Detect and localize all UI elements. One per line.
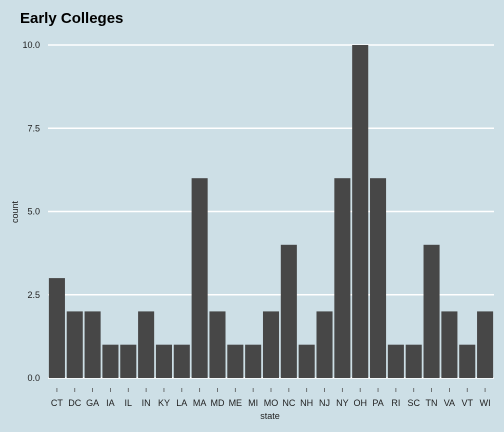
y-axis-label: count <box>10 200 20 223</box>
bar-sc <box>405 344 422 378</box>
x-tick-label: NY <box>336 398 349 408</box>
bars <box>48 45 494 378</box>
bar-mo <box>262 311 280 378</box>
x-tick-label: IA <box>106 398 115 408</box>
x-tick-label: DC <box>68 398 81 408</box>
x-tick-label: CT <box>51 398 63 408</box>
x-tick-label: LA <box>176 398 187 408</box>
bar-va <box>441 311 458 378</box>
bar-dc <box>66 311 83 378</box>
bar-il <box>120 344 137 378</box>
bar-in <box>138 311 155 378</box>
x-tick-label: VA <box>444 398 455 408</box>
y-tick-label: 2.5 <box>27 290 40 300</box>
bar-wi <box>477 311 494 378</box>
x-tick-label: WI <box>480 398 491 408</box>
x-tick-label: SC <box>407 398 420 408</box>
x-tick-label: PA <box>372 398 383 408</box>
bar-la <box>173 344 190 378</box>
y-tick-label: 0.0 <box>27 373 40 383</box>
chart-title: Early Colleges <box>20 10 123 27</box>
bar-ia <box>102 344 119 378</box>
y-axis-ticks: 0.0 2.5 5.0 7.5 10.0 <box>22 40 40 383</box>
bar-nj <box>316 311 333 378</box>
bar-ct <box>48 278 65 378</box>
x-tick-label: TN <box>426 398 438 408</box>
x-tick-label: NH <box>300 398 313 408</box>
x-tick-label: IN <box>142 398 151 408</box>
y-tick-label: 7.5 <box>27 123 40 133</box>
bar-mi <box>245 344 262 378</box>
x-tick-label: OH <box>353 398 367 408</box>
bar-ny <box>334 178 351 378</box>
bar-nh <box>298 344 315 378</box>
bar-pa <box>370 178 387 378</box>
x-tick-label: MO <box>264 398 279 408</box>
bar-ga <box>84 311 101 378</box>
bar-vt <box>459 344 476 378</box>
bar-ri <box>387 344 404 378</box>
bar-ma <box>191 178 208 378</box>
bar-me <box>227 344 244 378</box>
bar-ky <box>155 344 172 378</box>
x-tick-label: MD <box>210 398 224 408</box>
x-tick-label: IL <box>125 398 133 408</box>
x-tick-label: MA <box>193 398 207 408</box>
x-tick-label: NC <box>282 398 295 408</box>
x-tick-label: RI <box>391 398 400 408</box>
bar-tn <box>423 244 440 378</box>
bar-oh <box>352 45 369 378</box>
x-axis-ticks: CT DC GA IA IL IN KY LA MA MD ME MI MO NC NH NJ NY OH PA RI… <box>51 388 491 408</box>
x-tick-label: MI <box>248 398 258 408</box>
y-tick-label: 10.0 <box>22 40 40 50</box>
bar-nc <box>280 244 297 378</box>
x-tick-label: VT <box>461 398 473 408</box>
bar-md <box>209 311 226 378</box>
x-tick-label: KY <box>158 398 170 408</box>
y-tick-label: 5.0 <box>27 207 40 217</box>
x-tick-label: ME <box>229 398 243 408</box>
x-tick-label: NJ <box>319 398 330 408</box>
x-tick-label: GA <box>86 398 99 408</box>
x-axis-label: state <box>260 411 280 421</box>
